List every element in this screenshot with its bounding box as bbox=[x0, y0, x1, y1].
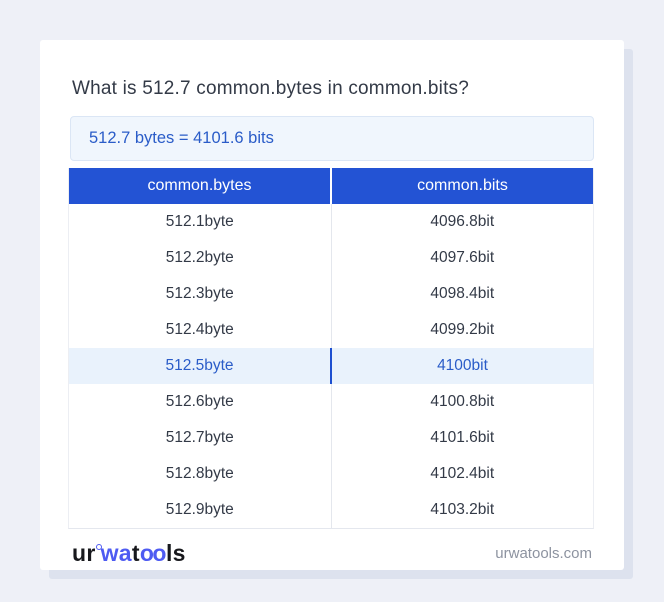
table-cell-bytes: 512.3byte bbox=[69, 276, 332, 312]
logo-part-ls: ls bbox=[165, 539, 186, 566]
table-cell-bits: 4103.2bit bbox=[430, 501, 495, 518]
logo-ring-icon bbox=[95, 543, 102, 550]
table-header-row: common.bytes common.bits bbox=[69, 168, 593, 204]
site-url: urwatools.com bbox=[495, 544, 592, 562]
table-cell-bytes: 512.8byte bbox=[69, 456, 332, 492]
table-cell-bytes: 512.5byte bbox=[69, 348, 332, 384]
logo-part-wa: wa bbox=[100, 539, 132, 566]
table-header-bytes: common.bytes bbox=[69, 168, 332, 204]
table-cell-bytes: 512.7byte bbox=[69, 420, 332, 456]
table-cell-bits: 4101.6bit bbox=[430, 429, 495, 446]
conversion-result-box: 512.7 bytes = 4101.6 bits bbox=[70, 116, 594, 161]
urwatools-logo[interactable]: ur watools bbox=[72, 540, 186, 567]
table-cell-bytes: 512.6byte bbox=[69, 384, 332, 420]
logo-part-ur: ur bbox=[72, 539, 96, 566]
table-cell-bytes: 512.2byte bbox=[69, 240, 332, 276]
table-row: 512.4byte 4099.2bit bbox=[69, 312, 593, 348]
table-row: 512.9byte 4103.2bit bbox=[69, 492, 593, 528]
conversion-result-text: 512.7 bytes = 4101.6 bits bbox=[89, 129, 274, 147]
table-cell-bits: 4102.4bit bbox=[430, 465, 495, 482]
page-title: What is 512.7 common.bytes in common.bit… bbox=[72, 78, 470, 99]
logo-part-t: t bbox=[131, 539, 140, 566]
card-footer: ur watools urwatools.com bbox=[70, 529, 594, 575]
table-row: 512.6byte 4100.8bit bbox=[69, 384, 593, 420]
logo-goggles-oo: oo bbox=[139, 539, 167, 566]
table-header-bits: common.bits bbox=[332, 168, 593, 204]
table-cell-bits: 4096.8bit bbox=[430, 213, 495, 230]
table-row: 512.1byte 4096.8bit bbox=[69, 204, 593, 240]
table-row: 512.3byte 4098.4bit bbox=[69, 276, 593, 312]
table-cell-bytes: 512.1byte bbox=[69, 204, 332, 240]
table-cell-bits: 4100bit bbox=[437, 357, 488, 374]
table-body: 512.1byte 4096.8bit 512.2byte 4097.6bit … bbox=[69, 204, 593, 528]
table-row: 512.2byte 4097.6bit bbox=[69, 240, 593, 276]
table-row: 512.7byte 4101.6bit bbox=[69, 420, 593, 456]
table-cell-bits: 4097.6bit bbox=[430, 249, 495, 266]
conversion-card: What is 512.7 common.bytes in common.bit… bbox=[40, 40, 624, 570]
table-cell-bits: 4099.2bit bbox=[430, 321, 495, 338]
table-cell-bytes: 512.9byte bbox=[69, 492, 332, 528]
table-row: 512.8byte 4102.4bit bbox=[69, 456, 593, 492]
table-cell-bits: 4100.8bit bbox=[430, 393, 495, 410]
table-row: 512.5byte 4100bit bbox=[69, 348, 593, 384]
table-cell-bytes: 512.4byte bbox=[69, 312, 332, 348]
conversion-table: common.bytes common.bits 512.1byte 4096.… bbox=[68, 168, 594, 529]
table-cell-bits: 4098.4bit bbox=[430, 285, 495, 302]
